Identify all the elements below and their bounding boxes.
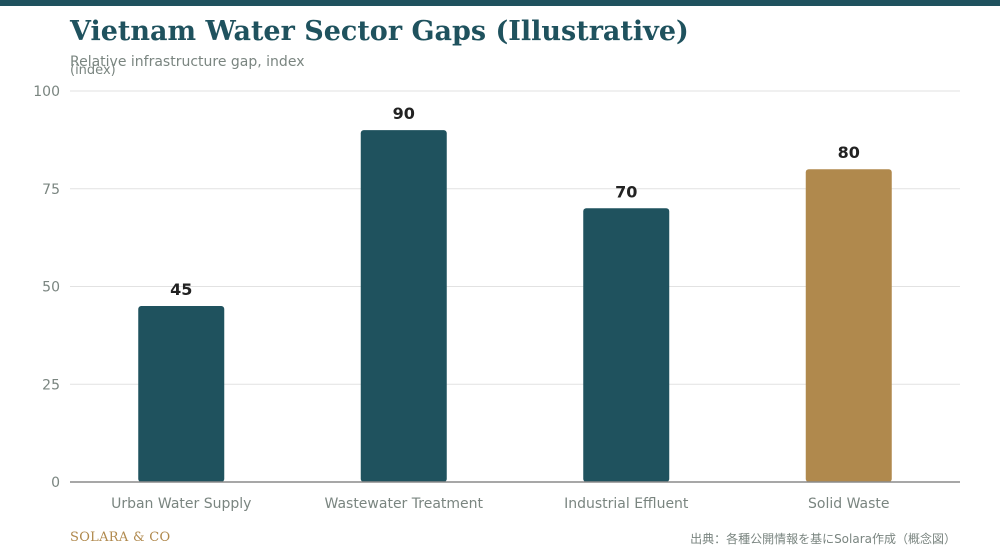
- bar: [138, 306, 225, 482]
- y-tick-label: 50: [42, 280, 60, 296]
- bar-value-label: 45: [170, 280, 192, 299]
- x-tick-labels: Urban Water Supply Wastewater Treatment In…: [111, 496, 889, 512]
- x-tick-label: Wastewater Treatment: [325, 496, 484, 512]
- bars: [138, 130, 892, 483]
- bar-value-label: 70: [615, 182, 637, 201]
- x-tick-label: Solid Waste: [808, 496, 890, 512]
- bar: [360, 130, 447, 482]
- bar: [805, 169, 892, 482]
- chart-title: Vietnam Water Sector Gaps (Illustrative): [70, 16, 689, 47]
- x-tick-label: Industrial Effluent: [564, 496, 689, 512]
- y-tick-label: 75: [42, 182, 60, 198]
- y-tick-label: 0: [51, 475, 60, 491]
- bar-value-label: 80: [838, 143, 860, 162]
- top-accent-bar: [0, 0, 1000, 6]
- x-tick-label: Urban Water Supply: [111, 496, 251, 512]
- chart-subtitle: Relative infrastructure gap, index: [70, 54, 305, 70]
- y-tick-labels: 0 25 50 75 100: [33, 84, 60, 491]
- footer-source: 出典：各種公開情報を基にSolara作成（概念図）: [690, 532, 956, 546]
- y-tick-label: 100: [33, 84, 60, 100]
- footer-brand: SOLARA & CO: [70, 530, 171, 545]
- y-axis-label: (index): [70, 63, 116, 78]
- value-labels: 45 90 70 80: [170, 104, 860, 299]
- bar: [583, 208, 670, 483]
- y-tick-label: 25: [42, 377, 60, 393]
- bar-value-label: 90: [393, 104, 415, 123]
